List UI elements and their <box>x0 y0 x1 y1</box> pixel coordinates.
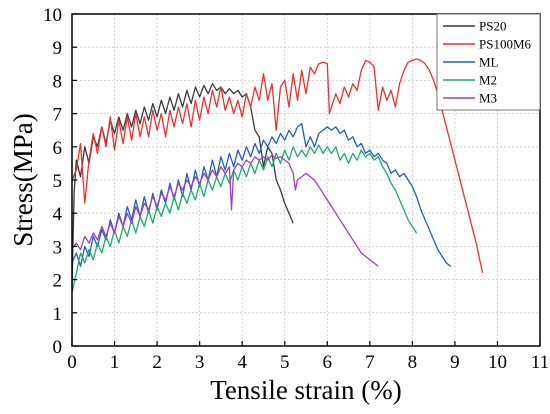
y-tick-label: 1 <box>53 304 63 325</box>
series-line-ps100m6 <box>71 58 484 274</box>
series-line-m3 <box>71 154 379 267</box>
y-tick-label: 10 <box>43 5 62 26</box>
x-tick-label: 4 <box>237 352 247 373</box>
series-lines <box>71 58 484 294</box>
x-tick-label: 7 <box>365 352 375 373</box>
y-tick-label: 7 <box>53 105 63 126</box>
x-tick-label: 1 <box>110 352 120 373</box>
series-line-m2 <box>71 144 418 294</box>
y-tick-label: 6 <box>53 138 63 159</box>
legend-label: PS100M6 <box>479 37 532 52</box>
y-axis-title: Stress(MPa) <box>8 113 38 247</box>
y-tick-label: 5 <box>53 171 63 192</box>
x-tick-label: 8 <box>408 352 418 373</box>
y-tick-label: 8 <box>53 71 63 92</box>
legend-label: PS20 <box>479 19 506 34</box>
x-tick-label: 0 <box>67 352 77 373</box>
legend-label: M2 <box>479 73 497 88</box>
x-tick-label: 9 <box>450 352 460 373</box>
x-tick-label: 11 <box>531 352 549 373</box>
y-tick-label: 9 <box>53 38 63 59</box>
x-tick-label: 6 <box>323 352 333 373</box>
legend-label: M3 <box>479 91 497 106</box>
x-tick-label: 5 <box>280 352 290 373</box>
legend-label: ML <box>479 55 499 70</box>
legend: PS20 PS100M6 ML M2 M3 <box>436 13 541 111</box>
axis-ticks: 0 1 2 3 4 5 6 7 8 9 10 11 0 1 2 3 4 5 6 7 8 9 10 <box>43 5 549 373</box>
x-tick-label: 2 <box>152 352 162 373</box>
series-line-ps20 <box>71 83 294 287</box>
y-tick-label: 3 <box>53 237 63 258</box>
y-tick-label: 2 <box>53 271 63 292</box>
y-tick-label: 4 <box>53 204 63 225</box>
y-tick-label: 0 <box>53 337 63 358</box>
series-line-ml <box>71 122 452 267</box>
x-axis-title: Tensile strain (%) <box>210 375 402 405</box>
x-tick-label: 3 <box>195 352 205 373</box>
x-tick-label: 10 <box>488 352 507 373</box>
